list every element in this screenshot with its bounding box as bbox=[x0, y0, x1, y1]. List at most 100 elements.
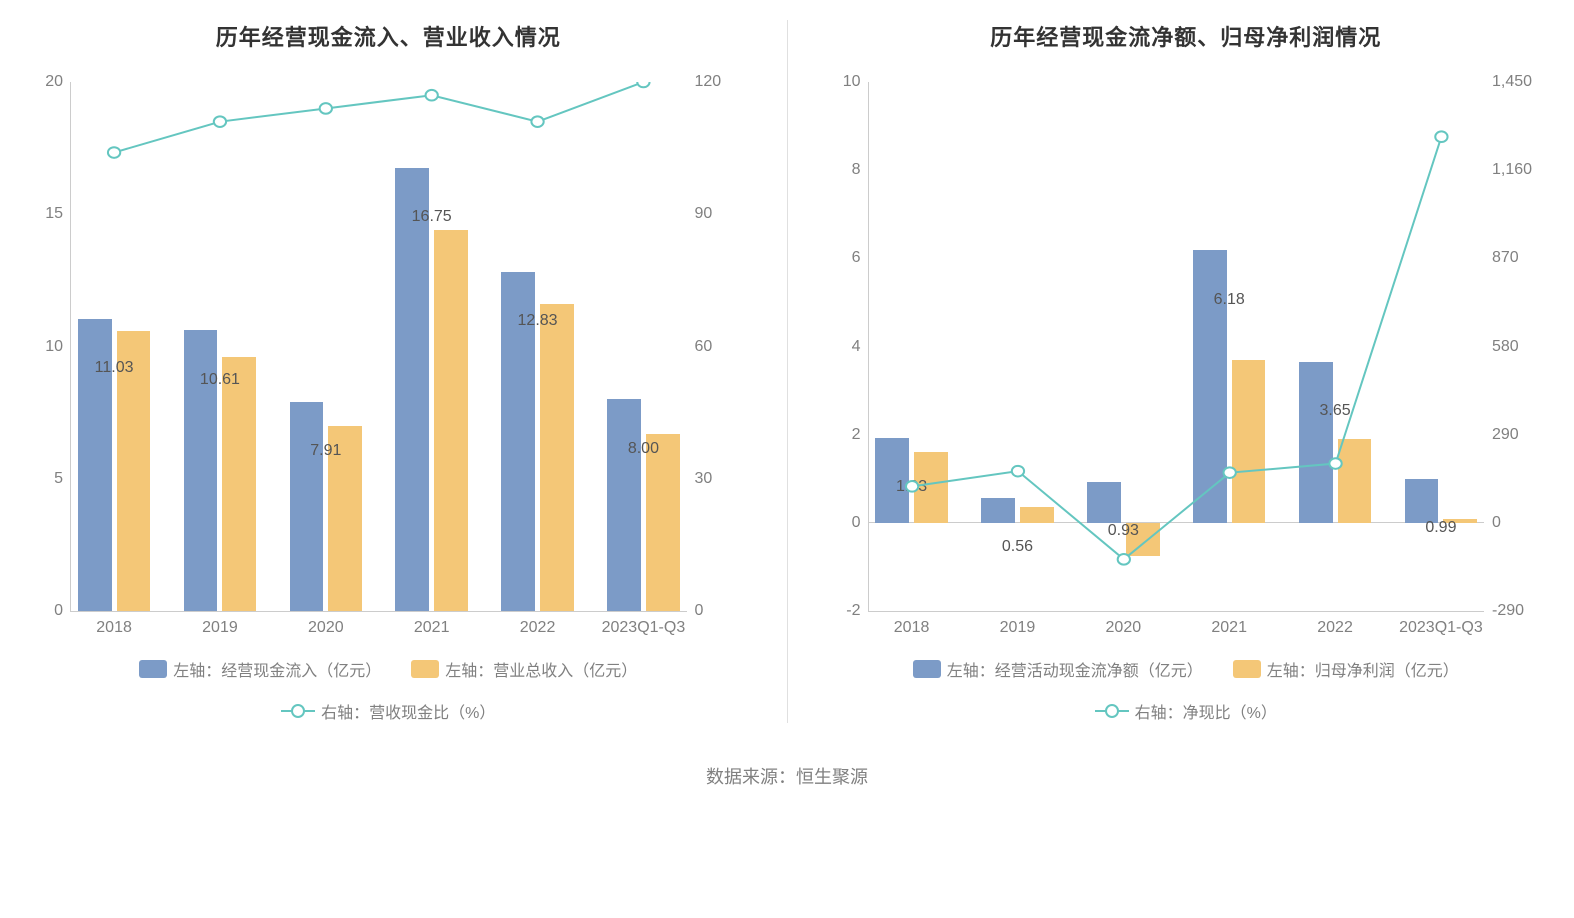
legend-line-icon bbox=[1095, 704, 1129, 718]
y-left-tick: 6 bbox=[852, 249, 869, 267]
chart2-area: -20246810-29002905808701,1601,4502018201… bbox=[818, 82, 1555, 612]
legend-swatch bbox=[411, 660, 439, 678]
x-tick: 2019 bbox=[202, 611, 238, 637]
y-left-tick: 0 bbox=[852, 514, 869, 532]
legend-item: 左轴：营业总收入（亿元） bbox=[411, 657, 637, 681]
chart-panel-right: 历年经营现金流净额、归母净利润情况 -20246810-290029058087… bbox=[818, 20, 1555, 723]
chart1-plot: 0510152003060901202018201920202021202220… bbox=[70, 82, 687, 612]
legend-item: 右轴：净现比（%） bbox=[1095, 699, 1277, 723]
legend-label: 右轴：营收现金比（%） bbox=[321, 699, 495, 723]
y-left-tick: 10 bbox=[843, 73, 869, 91]
y-left-tick: 15 bbox=[45, 205, 71, 223]
bar bbox=[1232, 360, 1266, 523]
charts-container: 历年经营现金流入、营业收入情况 051015200306090120201820… bbox=[20, 20, 1554, 789]
x-tick: 2020 bbox=[1106, 611, 1142, 637]
legend-item: 左轴：经营活动现金流净额（亿元） bbox=[913, 657, 1203, 681]
line-marker bbox=[531, 116, 543, 127]
x-tick: 2021 bbox=[1211, 611, 1247, 637]
bar-value-label: 0.93 bbox=[1108, 522, 1139, 540]
y-right-tick: -290 bbox=[1484, 602, 1524, 620]
y-right-tick: 290 bbox=[1484, 426, 1519, 444]
chart2-title: 历年经营现金流净额、归母净利润情况 bbox=[818, 20, 1555, 52]
legend-swatch bbox=[1233, 660, 1261, 678]
legend-label: 左轴：营业总收入（亿元） bbox=[445, 657, 637, 681]
legend-label: 左轴：经营现金流入（亿元） bbox=[173, 657, 381, 681]
x-tick: 2023Q1-Q3 bbox=[602, 611, 686, 637]
y-left-tick: -2 bbox=[846, 602, 868, 620]
y-right-tick: 90 bbox=[687, 205, 713, 223]
y-left-tick: 5 bbox=[54, 470, 71, 488]
bar-value-label: 7.91 bbox=[310, 442, 341, 460]
y-left-tick: 4 bbox=[852, 338, 869, 356]
chart1-area: 0510152003060901202018201920202021202220… bbox=[20, 82, 757, 612]
y-left-tick: 10 bbox=[45, 338, 71, 356]
bar-value-label: 16.75 bbox=[412, 208, 452, 226]
line-marker bbox=[214, 116, 226, 127]
y-right-tick: 30 bbox=[687, 470, 713, 488]
x-tick: 2021 bbox=[414, 611, 450, 637]
x-tick: 2020 bbox=[308, 611, 344, 637]
bar-value-label: 0.56 bbox=[1002, 538, 1033, 556]
line-marker bbox=[426, 90, 438, 101]
legend-swatch bbox=[913, 660, 941, 678]
legend-item: 左轴：经营现金流入（亿元） bbox=[139, 657, 381, 681]
bar bbox=[1020, 507, 1054, 522]
bar-value-label: 3.65 bbox=[1319, 402, 1350, 420]
bar-value-label: 1.93 bbox=[896, 478, 927, 496]
bar bbox=[395, 168, 429, 611]
line-marker bbox=[1011, 466, 1023, 477]
y-right-tick: 120 bbox=[687, 73, 722, 91]
line-path bbox=[114, 82, 643, 153]
bar bbox=[1087, 482, 1121, 523]
y-right-tick: 0 bbox=[1484, 514, 1501, 532]
y-right-tick: 60 bbox=[687, 338, 713, 356]
x-tick: 2018 bbox=[894, 611, 930, 637]
charts-row: 历年经营现金流入、营业收入情况 051015200306090120201820… bbox=[20, 20, 1554, 723]
bar bbox=[607, 399, 641, 611]
y-right-tick: 580 bbox=[1484, 338, 1519, 356]
legend-swatch bbox=[139, 660, 167, 678]
x-tick: 2018 bbox=[96, 611, 132, 637]
bar-value-label: 11.03 bbox=[95, 359, 134, 377]
bar bbox=[646, 434, 680, 611]
legend-item: 右轴：营收现金比（%） bbox=[281, 699, 495, 723]
line-marker bbox=[108, 147, 120, 158]
x-tick: 2022 bbox=[1317, 611, 1353, 637]
bar bbox=[981, 498, 1015, 523]
y-left-tick: 2 bbox=[852, 426, 869, 444]
x-tick: 2019 bbox=[1000, 611, 1036, 637]
legend-line-icon bbox=[281, 704, 315, 718]
zero-line bbox=[869, 522, 1485, 523]
legend-label: 左轴：归母净利润（亿元） bbox=[1267, 657, 1459, 681]
y-right-tick: 1,160 bbox=[1484, 161, 1532, 179]
legend-label: 右轴：净现比（%） bbox=[1135, 699, 1277, 723]
bar-value-label: 12.83 bbox=[518, 312, 558, 330]
bar bbox=[290, 402, 324, 611]
y-left-tick: 20 bbox=[45, 73, 71, 91]
line-overlay bbox=[71, 82, 687, 611]
x-tick: 2022 bbox=[520, 611, 556, 637]
bar-value-label: 0.99 bbox=[1425, 519, 1456, 537]
bar bbox=[540, 304, 574, 611]
legend-item: 左轴：归母净利润（亿元） bbox=[1233, 657, 1459, 681]
bar-value-label: 10.61 bbox=[200, 371, 240, 389]
line-marker bbox=[637, 82, 649, 87]
legend-label: 左轴：经营活动现金流净额（亿元） bbox=[947, 657, 1203, 681]
y-right-tick: 0 bbox=[687, 602, 704, 620]
bar bbox=[1405, 479, 1439, 523]
chart1-legend: 左轴：经营现金流入（亿元） 左轴：营业总收入（亿元） 右轴：营收现金比（%） bbox=[20, 657, 757, 723]
y-right-tick: 870 bbox=[1484, 249, 1519, 267]
line-overlay bbox=[869, 82, 1485, 611]
chart2-plot: -20246810-29002905808701,1601,4502018201… bbox=[868, 82, 1485, 612]
bar bbox=[222, 357, 256, 611]
x-tick: 2023Q1-Q3 bbox=[1399, 611, 1483, 637]
y-left-tick: 8 bbox=[852, 161, 869, 179]
line-marker bbox=[1435, 131, 1447, 142]
data-source: 数据来源：恒生聚源 bbox=[20, 763, 1554, 789]
line-marker bbox=[320, 103, 332, 114]
bar bbox=[434, 230, 468, 611]
bar-value-label: 8.00 bbox=[628, 440, 659, 458]
y-left-tick: 0 bbox=[54, 602, 71, 620]
y-right-tick: 1,450 bbox=[1484, 73, 1532, 91]
chart1-title: 历年经营现金流入、营业收入情况 bbox=[20, 20, 757, 52]
